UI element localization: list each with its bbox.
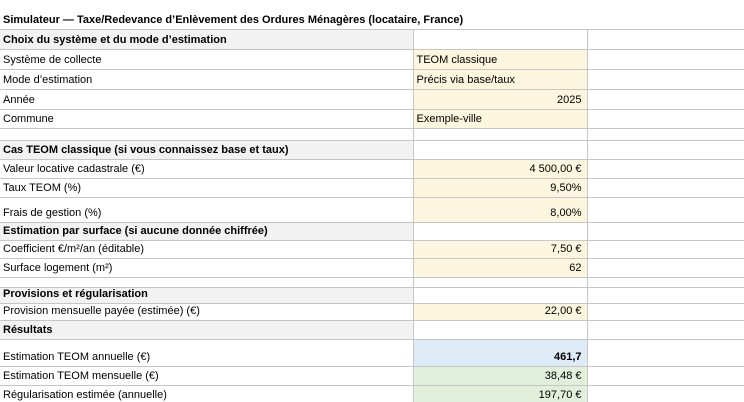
label-coefficient: Coefficient €/m²/an (éditable) [0, 240, 414, 259]
table-row: Commune Exemple-ville [0, 109, 744, 129]
result-teom-mensuelle: 38,48 € [413, 366, 588, 386]
label-regularisation: Régularisation estimée (annuelle) [0, 385, 414, 402]
section-header-surface: Estimation par surface (si aucune donnée… [0, 222, 414, 241]
table-row: Frais de gestion (%) 8,00% [0, 197, 744, 223]
table-row: Régularisation estimée (annuelle) 197,70… [0, 385, 744, 402]
grid-cell [587, 385, 744, 402]
table-row: Estimation par surface (si aucune donnée… [0, 222, 744, 241]
section-header-resultats: Résultats [0, 320, 414, 340]
table-row: Provisions et régularisation [0, 287, 744, 304]
table-row: Estimation TEOM mensuelle (€) 38,48 € [0, 366, 744, 386]
label-taux-teom: Taux TEOM (%) [0, 178, 414, 198]
grid-cell [587, 240, 744, 259]
grid-cell [587, 197, 744, 223]
grid-cell [587, 159, 744, 179]
grid-cell [413, 29, 588, 50]
label-mode-estimation: Mode d’estimation [0, 69, 414, 90]
table-row: Estimation TEOM annuelle (€) 461,7 [0, 339, 744, 367]
table-row: Système de collecte TEOM classique [0, 49, 744, 70]
grid-cell [587, 339, 744, 367]
result-regularisation: 197,70 € [413, 385, 588, 402]
section-header-cas-teom: Cas TEOM classique (si vous connaissez b… [0, 140, 414, 160]
table-row: Résultats [0, 320, 744, 340]
input-surface-logement[interactable]: 62 [413, 258, 588, 278]
label-annee: Année [0, 89, 414, 110]
input-frais-gestion[interactable]: 8,00% [413, 197, 588, 223]
grid-cell [587, 303, 744, 321]
table-row [0, 128, 744, 141]
grid-cell [587, 258, 744, 278]
label-teom-annuelle: Estimation TEOM annuelle (€) [0, 339, 414, 367]
grid-cell [587, 287, 744, 304]
input-mode-estimation[interactable]: Précis via base/taux [413, 69, 588, 90]
label-teom-mensuelle: Estimation TEOM mensuelle (€) [0, 366, 414, 386]
table-row: Surface logement (m²) 62 [0, 258, 744, 278]
section-header-choix: Choix du système et du mode d’estimation [0, 29, 414, 50]
input-systeme-collecte[interactable]: TEOM classique [413, 49, 588, 70]
grid-cell [587, 222, 744, 241]
grid-cell [413, 140, 588, 160]
table-row: Coefficient €/m²/an (éditable) 7,50 € [0, 240, 744, 259]
grid-cell [587, 89, 744, 110]
grid-cell [587, 49, 744, 70]
grid-cell [413, 320, 588, 340]
grid-cell [0, 128, 414, 141]
input-commune[interactable]: Exemple-ville [413, 109, 588, 129]
grid-cell [587, 178, 744, 198]
input-coefficient[interactable]: 7,50 € [413, 240, 588, 259]
label-commune: Commune [0, 109, 414, 129]
table-row: Valeur locative cadastrale (€) 4 500,00 … [0, 159, 744, 179]
label-valeur-locative: Valeur locative cadastrale (€) [0, 159, 414, 179]
table-row: Provision mensuelle payée (estimée) (€) … [0, 303, 744, 321]
label-frais-gestion: Frais de gestion (%) [0, 197, 414, 223]
grid-cell [587, 69, 744, 90]
table-row: Année 2025 [0, 89, 744, 110]
grid-cell [587, 128, 744, 141]
input-taux-teom[interactable]: 9,50% [413, 178, 588, 198]
grid-cell [587, 140, 744, 160]
grid-cell [413, 222, 588, 241]
page-title: Simulateur — Taxe/Redevance d’Enlèvement… [0, 0, 744, 30]
grid-cell [587, 29, 744, 50]
table-row: Taux TEOM (%) 9,50% [0, 178, 744, 198]
grid-cell [413, 277, 588, 288]
result-teom-annuelle: 461,7 [413, 339, 588, 367]
table-row [0, 277, 744, 288]
section-header-provisions: Provisions et régularisation [0, 287, 414, 304]
grid-cell [587, 109, 744, 129]
label-provision-mensuelle: Provision mensuelle payée (estimée) (€) [0, 303, 414, 321]
label-surface-logement: Surface logement (m²) [0, 258, 414, 278]
grid-cell [0, 277, 414, 288]
grid-cell [413, 128, 588, 141]
grid-cell [587, 277, 744, 288]
table-row: Cas TEOM classique (si vous connaissez b… [0, 140, 744, 160]
table-row: Mode d’estimation Précis via base/taux [0, 69, 744, 90]
input-annee[interactable]: 2025 [413, 89, 588, 110]
input-provision-mensuelle[interactable]: 22,00 € [413, 303, 588, 321]
grid-cell [413, 287, 588, 304]
input-valeur-locative[interactable]: 4 500,00 € [413, 159, 588, 179]
label-systeme-collecte: Système de collecte [0, 49, 414, 70]
table-row: Choix du système et du mode d’estimation [0, 29, 744, 50]
table-row: Simulateur — Taxe/Redevance d’Enlèvement… [0, 0, 744, 30]
grid-cell [587, 320, 744, 340]
grid-cell [587, 366, 744, 386]
